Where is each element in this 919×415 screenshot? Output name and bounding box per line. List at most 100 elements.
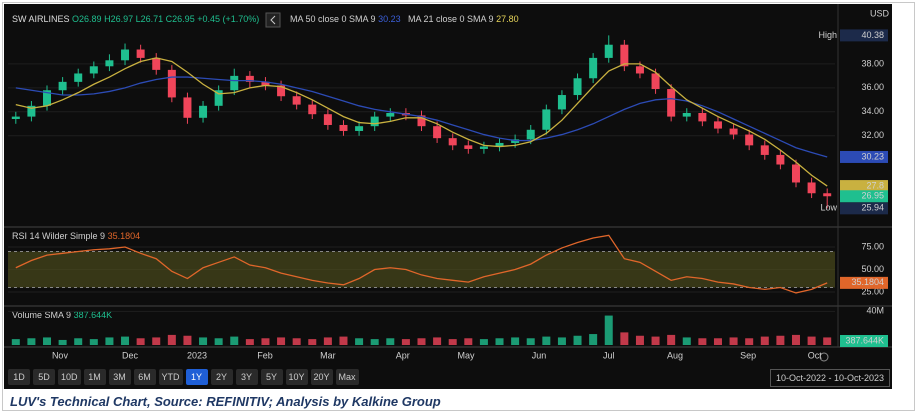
volume-bar: [713, 338, 722, 345]
range-button[interactable]: 10Y: [285, 369, 308, 385]
volume-bar: [27, 338, 36, 345]
range-button[interactable]: Max: [335, 369, 359, 385]
x-tick-label: 2023: [187, 350, 207, 360]
candle-body: [479, 146, 488, 149]
candle-body: [43, 90, 52, 106]
volume-bar: [261, 338, 270, 345]
line-series: [15, 234, 828, 294]
range-button[interactable]: 6M: [133, 369, 156, 385]
ma-legend: MA 21 close 0 SMA 9 27.80: [408, 14, 519, 24]
x-tick-label: Apr: [396, 350, 410, 360]
volume-bar: [323, 337, 332, 345]
settings-icon[interactable]: [819, 352, 829, 362]
candle-body: [214, 90, 223, 106]
range-button[interactable]: 3M: [108, 369, 131, 385]
ma50-value: 30.23: [378, 14, 401, 24]
candle-body: [292, 96, 301, 105]
candle-body: [776, 154, 785, 165]
range-button[interactable]: 2Y: [210, 369, 233, 385]
candle-body: [682, 113, 691, 117]
ma-label: 27.8: [866, 180, 884, 190]
symbol: SW AIRLINES: [12, 14, 70, 24]
x-tick-label: Feb: [257, 350, 273, 360]
high-tag: High: [818, 30, 837, 40]
x-tick-label: Mar: [320, 350, 336, 360]
y-tick-label: 38.00: [861, 58, 884, 68]
volume-bar: [308, 339, 317, 345]
range-button[interactable]: 5D: [33, 369, 55, 385]
currency: USD: [870, 8, 890, 18]
candle-body: [74, 73, 83, 82]
y-tick-label: 25.00: [861, 286, 884, 296]
volume-bar: [136, 338, 145, 345]
candle-body: [573, 78, 582, 96]
volume-bar: [511, 337, 520, 345]
candle-body: [89, 66, 98, 74]
range-button[interactable]: 5Y: [260, 369, 283, 385]
rsi-label-bg: [840, 276, 888, 289]
y-tick-label: 40M: [866, 306, 884, 316]
legend: SW AIRLINES O26.89 H26.97 L26.71 C26.95 …: [12, 14, 259, 24]
ma21-label: MA 21 close 0 SMA 9: [408, 14, 494, 24]
y-tick-label: 36.00: [861, 82, 884, 92]
volume-bar: [823, 337, 832, 345]
candle-body: [760, 145, 769, 155]
collapse-button[interactable]: [265, 12, 281, 28]
candle-body: [433, 126, 442, 139]
candle-body: [745, 134, 754, 146]
volume-bar: [105, 337, 114, 345]
volume-bar: [386, 338, 395, 345]
chart: SW AIRLINES O26.89 H26.97 L26.71 C26.95 …: [4, 4, 892, 389]
range-button[interactable]: 10D: [58, 369, 81, 385]
candle-body: [620, 44, 629, 67]
ma50-label: MA 50 close 0 SMA 9: [290, 14, 376, 24]
toolbar: 1D 5D 10D 1M 3M 6M YTD 1Y 2Y 3Y 5Y 10Y 20Y Max: [8, 369, 359, 385]
candle-body: [230, 75, 239, 91]
candle-body: [589, 57, 598, 79]
candle-body: [11, 116, 20, 119]
y-tick-label: 32.00: [861, 130, 884, 140]
volume-bar: [760, 336, 769, 345]
volume-bar: [401, 339, 410, 345]
change: +0.45 (+1.70%): [197, 14, 259, 24]
rsi-band: [8, 251, 835, 288]
range-button[interactable]: 20Y: [310, 369, 333, 385]
volume-bar: [152, 337, 161, 345]
volume-bar: [339, 336, 348, 345]
range-button[interactable]: 3Y: [235, 369, 258, 385]
volume-badge-bg: [840, 335, 888, 347]
candle-body: [823, 193, 832, 197]
volume-legend: Volume SMA 9 387.644K: [12, 310, 112, 320]
rsi-label: 35.1804: [851, 277, 884, 287]
price-label: 26.95: [861, 191, 884, 201]
volume-bar: [651, 336, 660, 345]
date-range[interactable]: 10-Oct-2022 - 10-Oct-2023: [770, 369, 890, 387]
x-tick-label: Sep: [740, 350, 756, 360]
candle-body: [698, 113, 707, 122]
candle-body: [557, 95, 566, 110]
candle-body: [526, 129, 535, 140]
range-button[interactable]: 1Y: [185, 369, 208, 385]
ma-label-bg: [840, 180, 888, 193]
range-button[interactable]: YTD: [158, 369, 183, 385]
candle-body: [261, 81, 270, 86]
volume-bar: [167, 334, 176, 345]
volume-bar: [230, 336, 239, 345]
candle-body: [713, 121, 722, 129]
volume-bar: [277, 337, 286, 345]
rsi-title: RSI 14 Wilder Simple 9: [12, 231, 105, 241]
candle-body: [635, 66, 644, 74]
range-button[interactable]: 1M: [83, 369, 106, 385]
candle-body: [807, 182, 816, 194]
candle-body: [58, 81, 67, 91]
candle-body: [729, 128, 738, 135]
volume-bar: [791, 334, 800, 345]
volume-bar: [417, 338, 426, 345]
volume-bar: [11, 339, 20, 345]
candle-body: [417, 115, 426, 127]
candle-body: [370, 116, 379, 127]
x-tick-label: Nov: [52, 350, 69, 360]
caption: LUV's Technical Chart, Source: REFINITIV…: [10, 394, 441, 409]
range-button[interactable]: 1D: [8, 369, 30, 385]
candle-body: [27, 105, 36, 117]
